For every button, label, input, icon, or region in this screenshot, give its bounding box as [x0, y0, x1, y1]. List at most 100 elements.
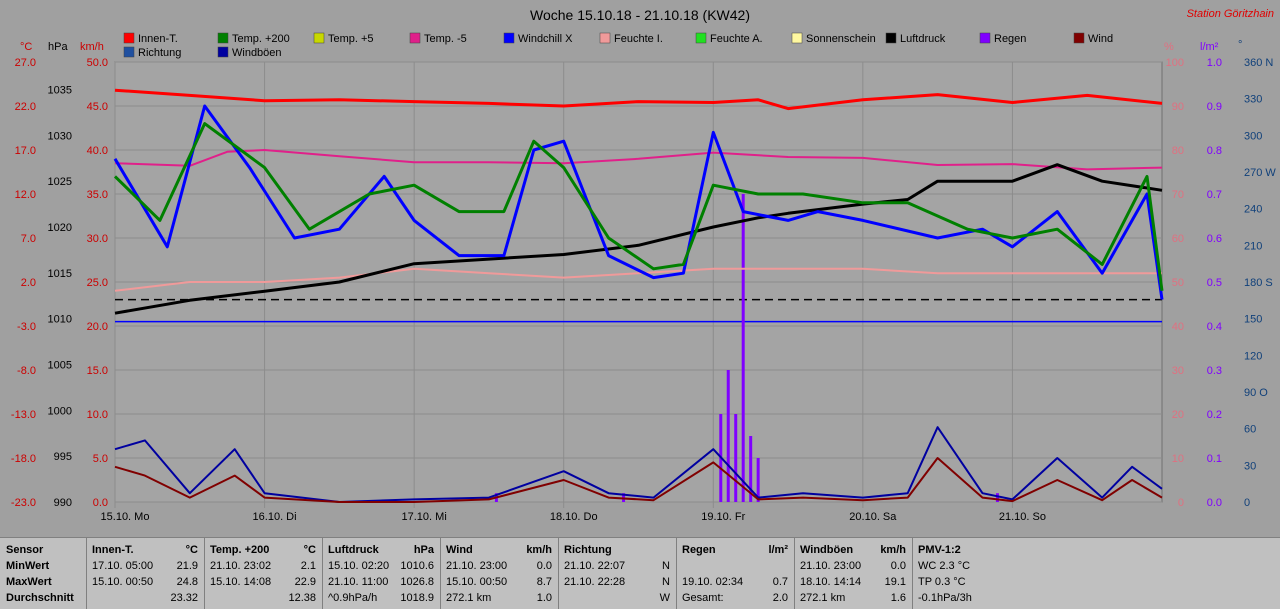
legend-label: Windböen — [232, 47, 282, 59]
cell-text: 15.10. 14:08 — [210, 576, 272, 588]
tick-direction: 180 S — [1244, 277, 1273, 289]
table-separator — [912, 538, 913, 609]
tick-direction: 210 — [1244, 240, 1262, 252]
tick-direction: 330 — [1244, 94, 1262, 106]
table-cell: Gesamt: 2.0 — [682, 590, 788, 606]
cell-value: W — [659, 592, 670, 604]
axis-unit-pressure: hPa — [48, 41, 68, 53]
legend-label: Feuchte A. — [710, 33, 763, 45]
tick-humidity: 50 — [1172, 277, 1184, 289]
table-column: PMV-1:2 WC 2.3 °C TP 0.3 °C -0.1hPa/3h — [918, 542, 1024, 606]
tick-temp: 17.0 — [15, 145, 36, 157]
cell-value: 1026.8 — [400, 576, 434, 588]
tick-direction: 300 — [1244, 130, 1262, 142]
tick-humidity: 10 — [1172, 453, 1184, 465]
table-separator — [440, 538, 441, 609]
table-separator — [204, 538, 205, 609]
cell-value: 23.32 — [170, 592, 198, 604]
tick-pressure: 990 — [54, 497, 72, 509]
legend-swatch — [313, 32, 325, 44]
tick-wind: 10.0 — [87, 409, 108, 421]
tick-temp: 22.0 — [15, 101, 36, 113]
rowlabel-max: MaxWert — [6, 576, 52, 588]
legend-swatch — [409, 32, 421, 44]
table-cell: 15.10. 02:20 1010.6 — [328, 558, 434, 574]
tick-rain: 0.8 — [1207, 145, 1222, 157]
legend-swatch — [979, 32, 991, 44]
tick-humidity: 60 — [1172, 233, 1184, 245]
tick-rain: 0.3 — [1207, 365, 1222, 377]
legend-swatch — [791, 32, 803, 44]
series-line — [114, 149, 1163, 171]
tick-rain: 0.2 — [1207, 409, 1222, 421]
tick-direction: 150 — [1244, 314, 1262, 326]
cell-value: 0.7 — [772, 576, 788, 588]
tick-direction: 120 — [1244, 350, 1262, 362]
table-cell: 15.10. 00:50 8.7 — [446, 574, 552, 590]
legend-label: Feuchte I. — [614, 33, 663, 45]
table-cell: 21.10. 11:00 1026.8 — [328, 574, 434, 590]
tick-wind: 35.0 — [87, 189, 108, 201]
table-cell: Richtung — [564, 542, 670, 558]
cell-value: 8.7 — [536, 576, 552, 588]
table-column: Innen-T. °C 17.10. 05:00 21.9 15.10. 00:50 24… — [92, 542, 198, 606]
table-column: Richtung 21.10. 22:07 N 21.10. 22:28 N W — [564, 542, 670, 606]
cell-text: 15.10. 00:50 — [92, 576, 154, 588]
table-cell: 12.38 — [210, 590, 316, 606]
table-cell: Luftdruck hPa — [328, 542, 434, 558]
legend-swatch — [599, 32, 611, 44]
table-cell: 19.10. 02:34 0.7 — [682, 574, 788, 590]
cell-value: 24.8 — [176, 576, 198, 588]
table-cell: 21.10. 22:07 N — [564, 558, 670, 574]
series-line — [114, 426, 1163, 503]
cell-value: 22.9 — [294, 576, 316, 588]
rowlabel-sensor: Sensor — [6, 544, 44, 556]
axis-unit-wind: km/h — [80, 41, 104, 53]
tick-direction: 0 — [1244, 497, 1250, 509]
tick-temp: 12.0 — [15, 189, 36, 201]
cell-value: 1010.6 — [400, 560, 434, 572]
series-line — [114, 163, 1163, 315]
stats-table: Sensor MinWert MaxWert Durchschnitt Inne… — [0, 537, 1280, 609]
tick-temp: -18.0 — [11, 453, 36, 465]
tick-temp: -3.0 — [17, 321, 36, 333]
table-separator — [676, 538, 677, 609]
tick-temp: -23.0 — [11, 497, 36, 509]
table-column: Luftdruck hPa 15.10. 02:20 1010.6 21.10. 11:… — [328, 542, 434, 606]
tick-temp: 27.0 — [15, 57, 36, 69]
tick-direction: 90 O — [1244, 387, 1268, 399]
tick-direction: 360 N — [1244, 57, 1273, 69]
table-cell — [682, 558, 788, 574]
cell-text: PMV-1:2 — [918, 544, 961, 556]
cell-text: Temp. +200 — [210, 544, 270, 556]
cell-text: 18.10. 14:14 — [800, 576, 862, 588]
tick-pressure: 1015 — [48, 268, 72, 280]
cell-value: hPa — [413, 544, 434, 556]
tick-wind: 20.0 — [87, 321, 108, 333]
chart-title: Woche 15.10.18 - 21.10.18 (KW42) — [530, 7, 750, 23]
tick-humidity: 0 — [1178, 497, 1184, 509]
station-label: Station Göritzhain — [1187, 8, 1274, 20]
legend-label: Temp. +200 — [232, 33, 290, 45]
table-cell: W — [564, 590, 670, 606]
cell-text: Wind — [446, 544, 473, 556]
table-cell: 15.10. 14:08 22.9 — [210, 574, 316, 590]
tick-pressure: 1030 — [48, 130, 72, 142]
cell-text: 272.1 km — [446, 592, 492, 604]
legend-swatch — [885, 32, 897, 44]
table-cell: 23.32 — [92, 590, 198, 606]
tick-rain: 0.4 — [1207, 321, 1222, 333]
axis-unit-humidity: % — [1164, 41, 1174, 53]
table-cell: 272.1 km 1.0 — [446, 590, 552, 606]
tick-pressure: 1025 — [48, 176, 72, 188]
tick-rain: 0.6 — [1207, 233, 1222, 245]
series-line — [114, 88, 1163, 111]
axis-unit-direction: ° — [1238, 39, 1242, 51]
tick-temp: 7.0 — [21, 233, 36, 245]
table-cell: -0.1hPa/3h — [918, 590, 1024, 606]
cell-text: Innen-T. — [92, 544, 134, 556]
legend-swatch — [1073, 32, 1085, 44]
rain-bar — [741, 194, 745, 502]
table-separator — [322, 538, 323, 609]
tick-humidity: 30 — [1172, 365, 1184, 377]
